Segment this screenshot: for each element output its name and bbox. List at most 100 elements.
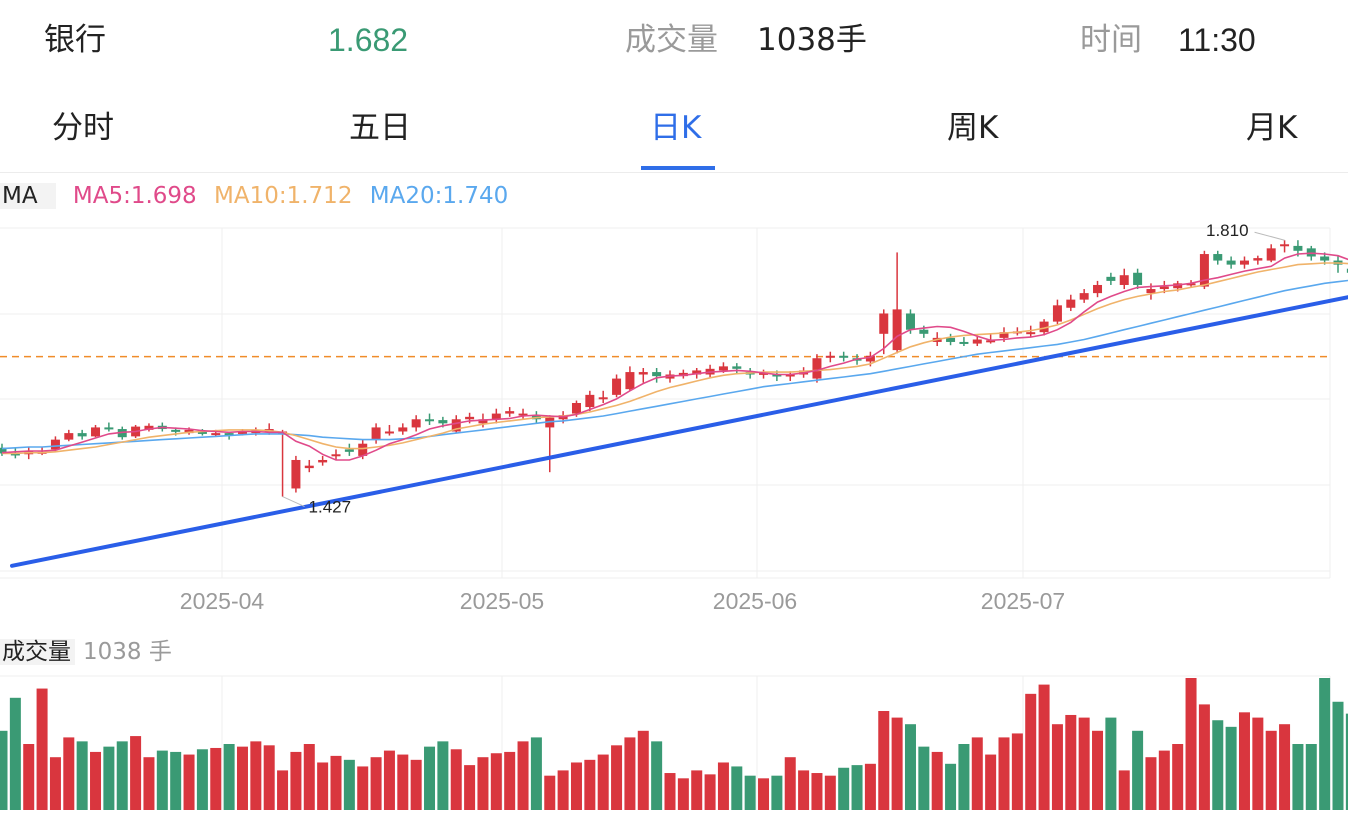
volume-bar (0, 730, 8, 810)
volume-bar (1305, 744, 1317, 810)
candle-body (0, 447, 7, 454)
volume-bar (971, 737, 983, 810)
tab-intraday[interactable]: 分时 (52, 110, 114, 146)
volume-bar (130, 736, 142, 810)
candle-body (1079, 293, 1089, 300)
candle-body (1239, 260, 1249, 265)
candle-body (50, 439, 60, 450)
candle-body (1159, 286, 1169, 290)
candle-body (999, 332, 1009, 338)
volume-bar (504, 751, 516, 810)
candle-body (505, 411, 515, 414)
candle-body (531, 415, 541, 420)
volume-value: 1038手 (757, 22, 867, 58)
volume-bar (1319, 678, 1331, 810)
volume-bar (1118, 770, 1130, 810)
volume-bar (637, 730, 649, 810)
volume-bar (864, 763, 876, 810)
candle-body (1280, 244, 1290, 247)
volume-bar (196, 749, 208, 810)
candle-body (892, 309, 902, 351)
candle-body (972, 339, 982, 344)
candle-body (491, 413, 501, 420)
volume-bar (918, 746, 930, 810)
candle-body (1213, 254, 1223, 261)
volume-label: 成交量 (625, 22, 718, 58)
candle-body (839, 355, 849, 358)
candle-body (879, 313, 889, 334)
candle-body (358, 443, 368, 456)
candle-body (678, 372, 688, 377)
volume-bar (985, 754, 997, 810)
ma20-value: MA20:1.740 (369, 183, 509, 209)
candle-body (625, 372, 635, 390)
volume-bar (1038, 684, 1050, 810)
volume-bar (1212, 720, 1224, 810)
x-tick-label: 2025-07 (981, 588, 1065, 614)
volume-bar (103, 746, 115, 810)
candle-body (571, 403, 581, 414)
high-marker-line (1254, 231, 1285, 241)
candle-body (865, 355, 875, 362)
volume-bar (397, 754, 409, 810)
volume-bar (824, 775, 836, 810)
volume-bar (1332, 701, 1344, 810)
candle-body (1186, 283, 1196, 286)
trendline (10, 295, 1348, 568)
candle-body (919, 329, 929, 334)
candle-body (1253, 258, 1263, 261)
quote-header: 银行 1.682 成交量 1038手 时间 11:30 (0, 0, 1348, 80)
candle-body (1173, 283, 1183, 289)
candle-body (77, 433, 87, 437)
volume-bar (223, 744, 235, 810)
volume-bar (691, 770, 703, 810)
volume-bar (998, 737, 1010, 810)
volume-bar (490, 753, 502, 810)
candle-body (117, 429, 127, 438)
candle-body (384, 431, 394, 434)
x-tick-label: 2025-06 (713, 588, 797, 614)
volume-bar (544, 775, 556, 810)
tab-monthly-k[interactable]: 月K (1246, 110, 1298, 146)
volume-bar (36, 688, 48, 810)
candle-body (558, 415, 568, 420)
volume-bar (811, 773, 823, 810)
candle-body (1093, 284, 1103, 294)
candle-body (812, 358, 822, 379)
low-marker-line (282, 496, 305, 508)
ma-legend-label[interactable]: MA (0, 183, 56, 209)
tab-weekly-k[interactable]: 周K (947, 110, 999, 146)
volume-legend-label[interactable]: 成交量 (0, 639, 75, 665)
candle-body (665, 374, 675, 379)
candle-body (959, 341, 969, 344)
candle-body (1266, 248, 1276, 261)
volume-bar (1011, 733, 1023, 810)
active-tab-indicator (641, 166, 715, 170)
volume-bar (517, 741, 529, 810)
candle-body (278, 431, 288, 434)
candle-body (398, 427, 408, 432)
volume-bar (798, 770, 810, 810)
candle-body (224, 433, 234, 436)
volume-bar (1078, 717, 1090, 810)
volume-bar (584, 759, 596, 810)
volume-bar (597, 754, 609, 810)
volume-bar (450, 749, 462, 810)
candle-body (318, 459, 328, 463)
volume-bar (717, 762, 729, 810)
candle-body (732, 366, 742, 369)
x-tick-label: 2025-05 (460, 588, 544, 614)
ma20-line (1, 279, 1348, 450)
candle-body (157, 425, 167, 430)
candle-body (852, 358, 862, 361)
candle-body (465, 416, 475, 420)
volume-bar (1051, 724, 1063, 810)
candle-body (759, 372, 769, 375)
tab-five-day[interactable]: 五日 (349, 110, 411, 146)
volume-bar (1198, 704, 1210, 810)
last-price: 1.682 (328, 22, 409, 58)
candle-body (772, 374, 782, 377)
volume-bar (464, 765, 476, 810)
volume-bar (624, 737, 636, 810)
tab-daily-k[interactable]: 日K (650, 110, 702, 146)
